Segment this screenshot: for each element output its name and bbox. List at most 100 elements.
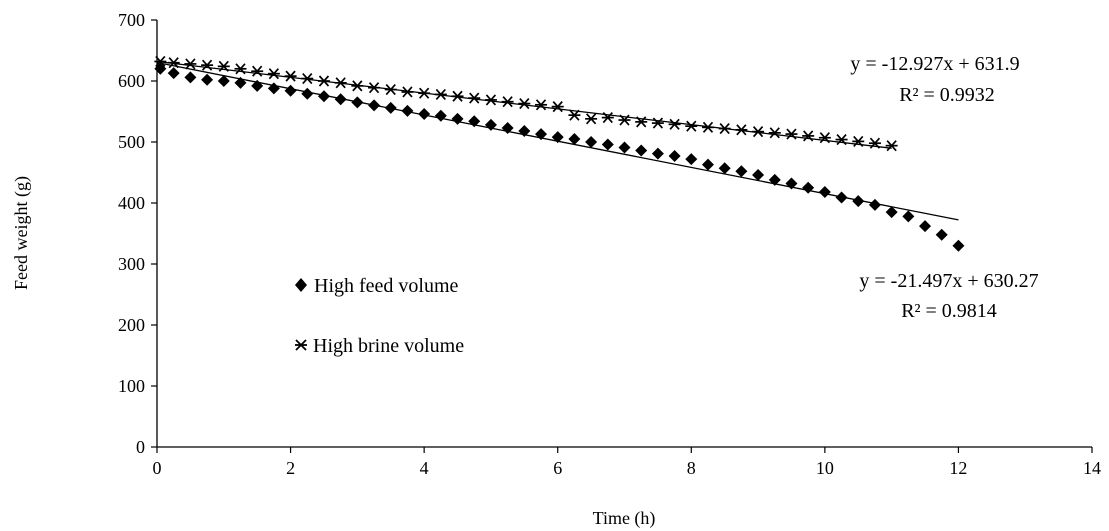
y-tick-label: 500 <box>118 132 145 152</box>
data-point-high-brine-volume <box>284 70 297 82</box>
trendline-equation-brine: y = -12.927x + 631.9 R² = 0.9932 <box>850 53 1019 106</box>
r2-label-brine: R² = 0.9932 <box>899 84 995 106</box>
data-point-high-brine-volume <box>868 137 881 149</box>
data-point-high-brine-volume <box>267 68 280 80</box>
legend-label-high-brine-volume: High brine volume <box>313 335 464 357</box>
data-point-high-brine-volume <box>518 98 531 110</box>
data-point-high-feed-volume <box>351 96 364 109</box>
legend-item-high-feed-volume: High feed volume <box>295 275 459 297</box>
data-point-high-brine-volume <box>635 116 648 128</box>
x-tick-label: 2 <box>286 458 295 478</box>
legend-item-high-brine-volume: High brine volume <box>295 335 464 357</box>
data-point-high-feed-volume <box>835 191 848 204</box>
data-point-high-feed-volume <box>718 162 731 175</box>
data-point-high-brine-volume <box>251 65 264 77</box>
data-point-high-feed-volume <box>451 112 464 125</box>
data-point-high-brine-volume <box>568 109 581 121</box>
data-point-high-brine-volume <box>434 88 447 100</box>
data-point-high-feed-volume <box>618 141 631 154</box>
data-point-high-brine-volume <box>484 94 497 106</box>
data-point-high-brine-volume <box>167 57 180 69</box>
data-point-high-brine-volume <box>334 77 347 89</box>
data-point-high-brine-volume <box>885 140 898 152</box>
trendline <box>156 60 892 149</box>
data-point-high-brine-volume <box>618 114 631 126</box>
data-point-high-feed-volume <box>768 173 781 186</box>
data-point-high-feed-volume <box>935 228 948 241</box>
data-point-high-feed-volume <box>735 165 748 178</box>
data-point-high-brine-volume <box>468 92 481 104</box>
x-tick-label: 6 <box>553 458 562 478</box>
data-point-high-feed-volume <box>802 181 815 194</box>
data-point-high-brine-volume <box>154 55 167 68</box>
data-point-high-feed-volume <box>902 210 915 223</box>
data-point-high-feed-volume <box>484 118 497 131</box>
data-point-high-feed-volume <box>201 73 214 86</box>
data-point-high-feed-volume <box>919 220 932 233</box>
data-point-high-feed-volume <box>701 158 714 171</box>
data-point-high-feed-volume <box>267 82 280 95</box>
data-point-high-feed-volume <box>635 144 648 157</box>
y-tick-label: 300 <box>118 254 145 274</box>
data-point-high-brine-volume <box>401 86 414 98</box>
data-point-high-feed-volume <box>384 101 397 114</box>
data-point-high-brine-volume <box>201 59 214 71</box>
data-point-high-feed-volume <box>785 177 798 190</box>
equation-label-feed: y = -21.497x + 630.27 <box>859 270 1038 292</box>
y-tick-label: 100 <box>118 376 145 396</box>
data-point-high-feed-volume <box>434 109 447 122</box>
data-point-high-brine-volume <box>651 117 664 129</box>
data-point-high-brine-volume <box>418 87 431 99</box>
data-point-high-feed-volume <box>568 132 581 145</box>
y-tick-label: 0 <box>136 437 145 457</box>
legend: High feed volume High brine volume <box>295 275 464 357</box>
data-point-high-feed-volume <box>651 147 664 160</box>
x-tick-label: 0 <box>153 458 162 478</box>
data-point-high-feed-volume <box>585 136 598 148</box>
data-point-high-feed-volume <box>251 79 264 92</box>
data-point-high-brine-volume <box>668 118 681 130</box>
plot-area: 0 2 4 6 8 10 12 14 0 100 200 300 400 500 600 700 <box>118 10 1101 478</box>
data-point-high-feed-volume <box>334 93 347 106</box>
x-tick-label: 14 <box>1083 458 1101 478</box>
data-point-high-brine-volume <box>802 130 815 142</box>
y-axis-title: Feed weight (g) <box>11 176 32 290</box>
data-point-high-feed-volume <box>468 115 481 128</box>
data-point-high-brine-volume <box>535 99 548 111</box>
data-point-high-feed-volume <box>551 131 564 144</box>
data-point-high-brine-volume <box>768 127 781 139</box>
data-point-high-feed-volume <box>234 76 247 89</box>
data-point-high-brine-volume <box>551 101 564 113</box>
data-point-high-brine-volume <box>818 132 831 144</box>
y-tick-label: 600 <box>118 71 145 91</box>
r2-label-feed: R² = 0.9814 <box>901 300 997 322</box>
data-point-high-feed-volume <box>368 99 381 112</box>
data-point-high-brine-volume <box>835 133 848 146</box>
data-point-high-feed-volume <box>852 195 865 208</box>
data-point-high-brine-volume <box>301 72 314 85</box>
data-point-high-brine-volume <box>451 90 464 102</box>
legend-asterisk-marker <box>295 339 307 351</box>
data-point-high-brine-volume <box>184 58 197 70</box>
data-point-high-feed-volume <box>885 206 898 219</box>
x-tick-label: 4 <box>420 458 429 478</box>
x-tick-label: 12 <box>949 458 967 478</box>
data-point-high-brine-volume <box>685 120 698 132</box>
data-point-high-feed-volume <box>167 67 180 80</box>
data-point-high-feed-volume <box>184 71 197 84</box>
data-point-high-brine-volume <box>852 135 865 147</box>
data-point-high-brine-volume <box>601 112 614 124</box>
series-high-brine-volume <box>154 55 898 152</box>
data-point-high-feed-volume <box>418 107 431 120</box>
data-point-high-feed-volume <box>284 84 297 97</box>
data-point-high-feed-volume <box>535 128 548 141</box>
data-point-high-brine-volume <box>718 123 731 135</box>
legend-diamond-marker <box>295 278 307 292</box>
x-axis-ticks: 0 2 4 6 8 10 12 14 <box>153 447 1101 478</box>
data-point-high-feed-volume <box>685 153 698 166</box>
data-point-high-brine-volume <box>351 80 364 92</box>
data-point-high-brine-volume <box>752 126 765 138</box>
data-point-high-feed-volume <box>868 198 881 211</box>
data-point-high-brine-volume <box>234 63 247 75</box>
